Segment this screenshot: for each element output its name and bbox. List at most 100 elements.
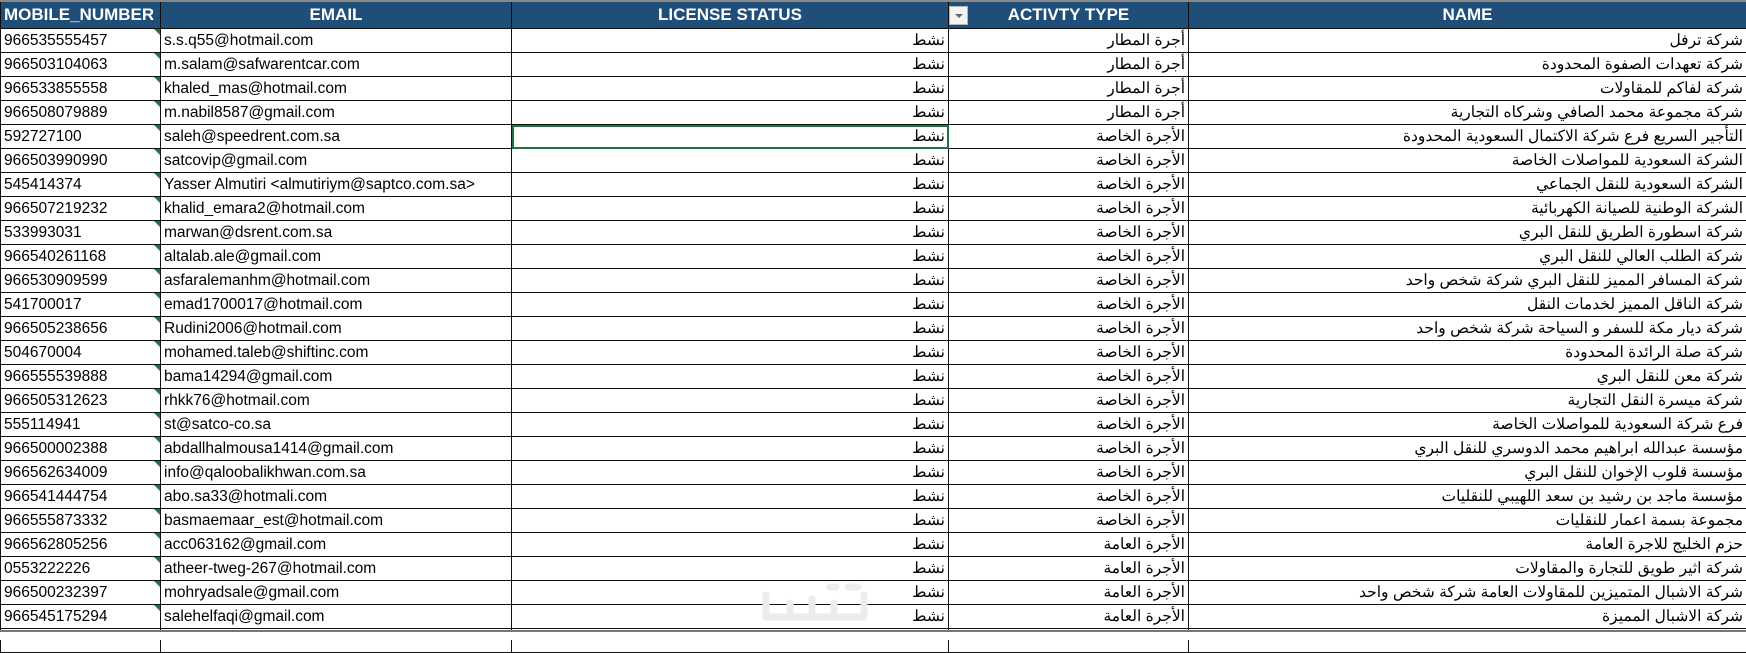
activity-type-cell[interactable]: الأجرة الخاصة xyxy=(949,413,1189,437)
name-cell[interactable]: شركة ديار مكة للسفر و السياحة شركة شخص و… xyxy=(1189,317,1746,341)
email-cell[interactable]: abo.sa33@hotmali.com xyxy=(161,485,512,509)
email-cell[interactable]: emad1700017@hotmail.com xyxy=(161,293,512,317)
activity-type-cell[interactable]: الأجرة الخاصة xyxy=(949,197,1189,221)
license-status-cell[interactable]: نشط xyxy=(512,533,949,557)
email-cell[interactable]: bama14294@gmail.com xyxy=(161,365,512,389)
email-cell[interactable]: Rudini2006@hotmail.com xyxy=(161,317,512,341)
number-as-text-warning-icon[interactable] xyxy=(154,245,160,251)
horizontal-scrollbar[interactable] xyxy=(0,630,1746,640)
number-as-text-warning-icon[interactable] xyxy=(154,437,160,443)
activity-type-cell[interactable]: الأجرة الخاصة xyxy=(949,125,1189,149)
number-as-text-warning-icon[interactable] xyxy=(154,365,160,371)
license-status-cell[interactable]: نشط xyxy=(512,581,949,605)
email-cell[interactable]: mohamed.taleb@shiftinc.com xyxy=(161,341,512,365)
mobile-cell[interactable]: 541700017 xyxy=(1,293,161,317)
license-status-cell[interactable]: نشط xyxy=(512,53,949,77)
email-cell[interactable]: Yasser Almutiri <almutiriym@saptco.com.s… xyxy=(161,173,512,197)
license-status-cell[interactable]: نشط xyxy=(512,77,949,101)
mobile-cell[interactable]: 533993031 xyxy=(1,221,161,245)
mobile-cell[interactable]: 966505312623 xyxy=(1,389,161,413)
header-mobile-number[interactable]: MOBILE_NUMBER xyxy=(1,1,161,29)
number-as-text-warning-icon[interactable] xyxy=(154,293,160,299)
email-cell[interactable]: abdallhalmousa1414@gmail.com xyxy=(161,437,512,461)
name-cell[interactable]: مجموعة بسمة اعمار للنقليات xyxy=(1189,509,1746,533)
number-as-text-warning-icon[interactable] xyxy=(154,317,160,323)
number-as-text-warning-icon[interactable] xyxy=(154,389,160,395)
activity-type-cell[interactable]: الأجرة الخاصة xyxy=(949,461,1189,485)
activity-type-cell[interactable]: الأجرة الخاصة xyxy=(949,485,1189,509)
email-cell[interactable]: marwan@dsrent.com.sa xyxy=(161,221,512,245)
mobile-cell[interactable]: 966541444754 xyxy=(1,485,161,509)
email-cell[interactable]: altalab.ale@gmail.com xyxy=(161,245,512,269)
email-cell[interactable]: acc063162@gmail.com xyxy=(161,533,512,557)
mobile-cell[interactable]: 966555873332 xyxy=(1,509,161,533)
number-as-text-warning-icon[interactable] xyxy=(154,605,160,611)
activity-type-cell[interactable]: الأجرة الخاصة xyxy=(949,317,1189,341)
email-cell[interactable]: m.salam@safwarentcar.com xyxy=(161,53,512,77)
number-as-text-warning-icon[interactable] xyxy=(154,149,160,155)
activity-type-cell[interactable]: الأجرة الخاصة xyxy=(949,365,1189,389)
license-status-cell[interactable]: نشط xyxy=(512,101,949,125)
activity-type-cell[interactable]: الأجرة العامة xyxy=(949,557,1189,581)
mobile-cell[interactable]: 966508079889 xyxy=(1,101,161,125)
number-as-text-warning-icon[interactable] xyxy=(154,173,160,179)
name-cell[interactable]: شركة اسطورة الطريق للنقل البري xyxy=(1189,221,1746,245)
name-cell[interactable]: شركة المسافر المميز للنقل البري شركة شخص… xyxy=(1189,269,1746,293)
name-cell[interactable]: شركة الطلب العالي للنقل البري xyxy=(1189,245,1746,269)
number-as-text-warning-icon[interactable] xyxy=(154,413,160,419)
mobile-cell[interactable]: 966505238656 xyxy=(1,317,161,341)
header-license-status[interactable]: LICENSE STATUS xyxy=(512,1,949,29)
email-cell[interactable]: basmaemaar_est@hotmail.com xyxy=(161,509,512,533)
license-status-cell[interactable]: نشط xyxy=(512,437,949,461)
license-status-cell[interactable]: نشط xyxy=(512,125,949,149)
number-as-text-warning-icon[interactable] xyxy=(154,29,160,35)
license-status-cell[interactable]: نشط xyxy=(512,557,949,581)
name-cell[interactable]: الشركة السعودية للمواصلات الخاصة xyxy=(1189,149,1746,173)
license-status-cell[interactable]: نشط xyxy=(512,221,949,245)
mobile-cell[interactable]: 966562805256 xyxy=(1,533,161,557)
mobile-cell[interactable]: 966530909599 xyxy=(1,269,161,293)
activity-type-cell[interactable]: أجرة المطار xyxy=(949,53,1189,77)
email-cell[interactable]: st@satco-co.sa xyxy=(161,413,512,437)
name-cell[interactable]: فرع شركة السعودية للمواصلات الخاصة xyxy=(1189,413,1746,437)
license-status-cell[interactable]: نشط xyxy=(512,461,949,485)
mobile-cell[interactable]: 504670004 xyxy=(1,341,161,365)
number-as-text-warning-icon[interactable] xyxy=(154,197,160,203)
email-cell[interactable]: khalid_emara2@hotmail.com xyxy=(161,197,512,221)
license-status-cell[interactable]: نشط xyxy=(512,365,949,389)
name-cell[interactable]: شركة اثير طويق للتجارة والمقاولات xyxy=(1189,557,1746,581)
mobile-cell[interactable]: 966545175294 xyxy=(1,605,161,629)
number-as-text-warning-icon[interactable] xyxy=(154,341,160,347)
mobile-cell[interactable]: 592727100 xyxy=(1,125,161,149)
name-cell[interactable]: مؤسسة ماجد بن رشيد بن سعد اللهيبي للنقلي… xyxy=(1189,485,1746,509)
name-cell[interactable]: شركة تعهدات الصفوة المحدودة xyxy=(1189,53,1746,77)
activity-type-cell[interactable]: الأجرة الخاصة xyxy=(949,437,1189,461)
mobile-cell[interactable]: 966507219232 xyxy=(1,197,161,221)
name-cell[interactable]: حزم الخليج للاجرة العامة xyxy=(1189,533,1746,557)
mobile-cell[interactable]: 0553222226 xyxy=(1,557,161,581)
activity-type-cell[interactable]: الأجرة الخاصة xyxy=(949,149,1189,173)
mobile-cell[interactable]: 966500002388 xyxy=(1,437,161,461)
number-as-text-warning-icon[interactable] xyxy=(154,485,160,491)
number-as-text-warning-icon[interactable] xyxy=(154,125,160,131)
number-as-text-warning-icon[interactable] xyxy=(154,461,160,467)
license-status-cell[interactable]: نشط xyxy=(512,605,949,629)
header-activity-type[interactable]: ACTIVTY TYPE xyxy=(949,1,1189,29)
filter-dropdown-icon[interactable] xyxy=(949,6,968,25)
name-cell[interactable]: مؤسسة عبدالله ابراهيم محمد الدوسري للنقل… xyxy=(1189,437,1746,461)
email-cell[interactable]: saleh@speedrent.com.sa xyxy=(161,125,512,149)
name-cell[interactable]: الشركة السعودية للنقل الجماعي xyxy=(1189,173,1746,197)
license-status-cell[interactable]: نشط xyxy=(512,269,949,293)
activity-type-cell[interactable]: الأجرة العامة xyxy=(949,605,1189,629)
mobile-cell[interactable]: 966555539888 xyxy=(1,365,161,389)
email-cell[interactable]: m.nabil8587@gmail.com xyxy=(161,101,512,125)
name-cell[interactable]: مؤسسة قلوب الإخوان للنقل البري xyxy=(1189,461,1746,485)
activity-type-cell[interactable]: الأجرة الخاصة xyxy=(949,293,1189,317)
email-cell[interactable]: satcovip@gmail.com xyxy=(161,149,512,173)
email-cell[interactable]: s.s.q55@hotmail.com xyxy=(161,29,512,53)
license-status-cell[interactable]: نشط xyxy=(512,413,949,437)
email-cell[interactable]: asfaralemanhm@hotmail.com xyxy=(161,269,512,293)
license-status-cell[interactable]: نشط xyxy=(512,245,949,269)
number-as-text-warning-icon[interactable] xyxy=(154,221,160,227)
name-cell[interactable]: شركة صلة الرائدة المحدودة xyxy=(1189,341,1746,365)
